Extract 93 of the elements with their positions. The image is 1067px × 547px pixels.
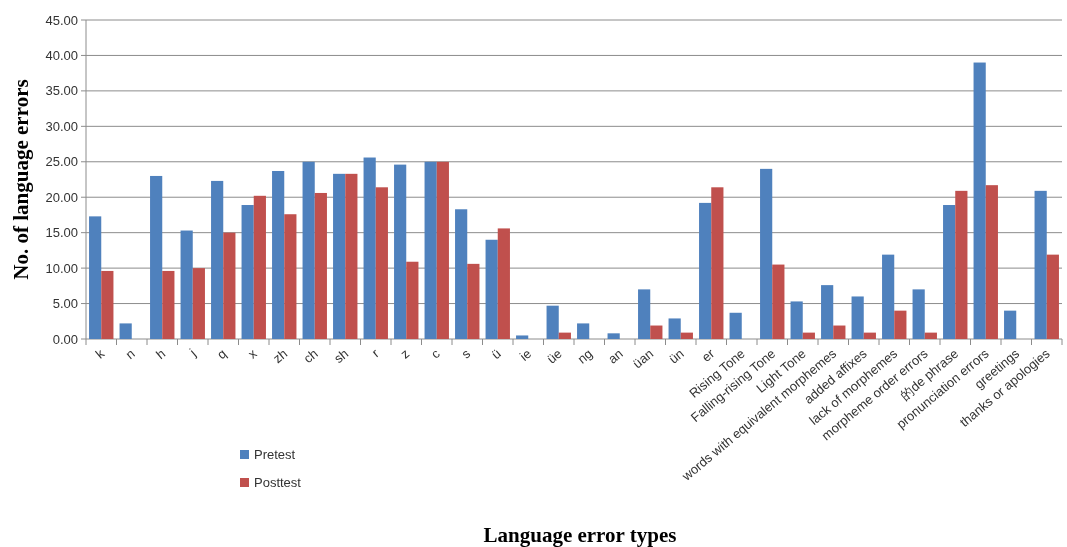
y-tick-label: 25.00 [45, 154, 78, 170]
x-tick-label: r [368, 345, 383, 361]
bar [516, 335, 529, 339]
bar [455, 209, 468, 339]
bar [284, 214, 297, 339]
bar [772, 264, 785, 339]
bar [89, 216, 102, 339]
bar [894, 310, 907, 339]
bar [497, 228, 510, 339]
y-tick-label: 45.00 [45, 12, 78, 28]
y-tick-label: 15.00 [45, 225, 78, 241]
bar [101, 270, 114, 339]
x-tick-label: k [92, 345, 108, 362]
bar [363, 157, 376, 339]
bar [314, 192, 327, 339]
bar [699, 202, 712, 339]
x-tick-label: j [186, 345, 199, 360]
bar [302, 161, 315, 339]
bar [955, 190, 968, 339]
bar [1034, 190, 1047, 339]
bar [424, 161, 437, 339]
bar [802, 332, 815, 339]
bar [1046, 254, 1059, 339]
x-tick-label: er [698, 345, 718, 365]
bar [577, 323, 590, 339]
legend-label: Pretest [254, 447, 296, 462]
x-axis-title: Language error types [483, 523, 677, 547]
bar [668, 318, 681, 339]
bar [650, 325, 663, 339]
bar [150, 175, 163, 339]
x-tick-label: s [458, 345, 474, 362]
x-tick-label: an [604, 345, 626, 367]
bar [973, 62, 986, 339]
bar [638, 289, 651, 339]
y-tick-label: 10.00 [45, 260, 78, 276]
bar [406, 261, 419, 339]
y-tick-label: 30.00 [45, 118, 78, 134]
bar [253, 195, 266, 339]
bar [119, 323, 132, 339]
bar [760, 168, 773, 339]
bar [485, 239, 498, 339]
bar [333, 173, 346, 339]
y-tick-label: 0.00 [52, 331, 78, 347]
x-tick-label: ün [665, 345, 687, 367]
bar [851, 296, 864, 339]
bar [394, 164, 407, 339]
x-tick-label: üe [543, 345, 565, 367]
bar [943, 205, 956, 339]
bar [912, 289, 925, 339]
bar [558, 332, 571, 339]
x-tick-label: üan [629, 345, 657, 372]
x-tick-label: zh [270, 345, 291, 367]
x-tick-label: c [428, 345, 444, 362]
bar [272, 170, 285, 339]
bar [180, 230, 193, 339]
bar [1004, 310, 1017, 339]
bar [924, 332, 937, 339]
bar [211, 180, 224, 339]
bar [223, 232, 236, 339]
bar [345, 173, 358, 339]
bar [680, 332, 693, 339]
y-tick-label: 40.00 [45, 47, 78, 63]
bar [192, 268, 205, 339]
bar [375, 187, 388, 339]
bar [436, 161, 449, 339]
x-tick-label: ie [516, 345, 535, 364]
y-tick-label: 5.00 [52, 296, 78, 312]
x-tick-label: q [213, 345, 230, 362]
y-tick-label: 35.00 [45, 83, 78, 99]
x-tick-label: ü [488, 345, 504, 362]
bar [241, 205, 254, 339]
bar [711, 187, 724, 339]
x-tick-label: ng [574, 345, 596, 367]
bar [607, 333, 620, 339]
x-tick-label: x [245, 345, 261, 362]
bar [162, 270, 175, 339]
bar [790, 301, 803, 339]
y-axis-title: No. of language errors [9, 79, 33, 280]
bar [729, 312, 742, 339]
x-tick-label: z [397, 345, 413, 362]
bar [467, 263, 480, 339]
bar [985, 185, 998, 339]
bar [882, 254, 895, 339]
bar [821, 285, 834, 339]
bar [833, 325, 846, 339]
legend-label: Posttest [254, 475, 302, 490]
x-tick-label: sh [331, 345, 352, 367]
bar [546, 305, 559, 339]
bar [863, 332, 876, 339]
x-tick-label: ch [300, 345, 321, 367]
x-tick-label: h [152, 345, 169, 362]
y-tick-label: 20.00 [45, 189, 78, 205]
x-tick-label: n [122, 345, 138, 362]
